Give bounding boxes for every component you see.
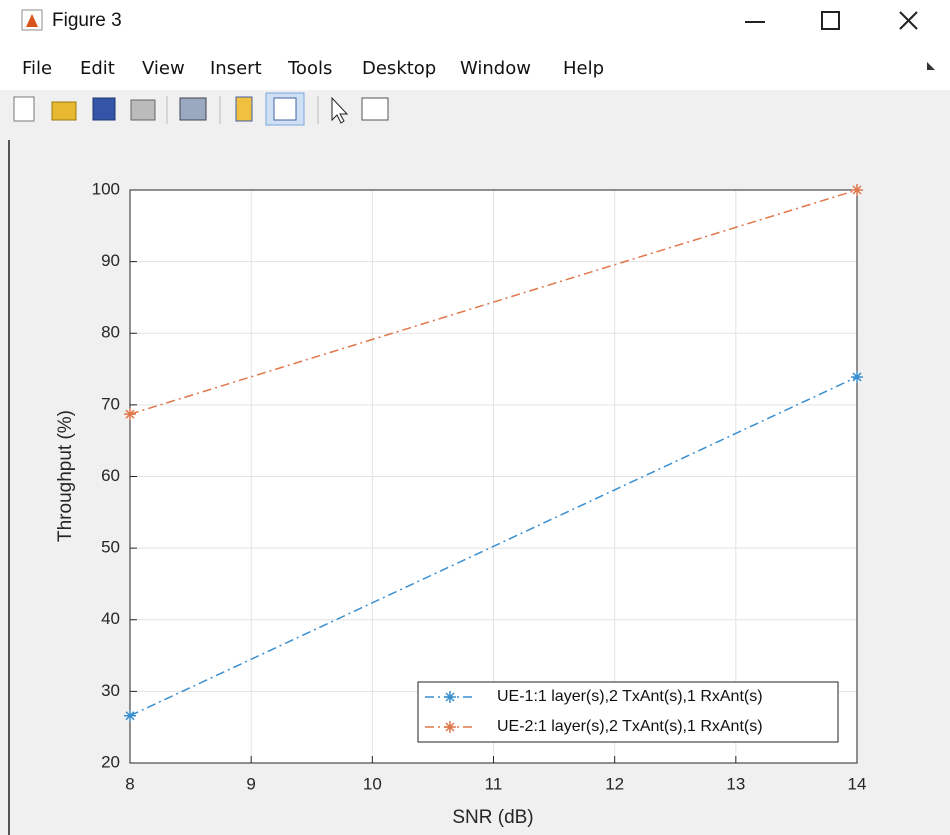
y-tick-label: 50 (101, 538, 120, 557)
print-icon[interactable] (130, 99, 156, 121)
close-button[interactable] (899, 11, 918, 30)
y-tick-label: 100 (92, 179, 120, 198)
y-tick-label: 60 (101, 466, 120, 485)
y-tick-label: 30 (101, 681, 120, 700)
window-title: Figure 3 (52, 10, 122, 31)
menu-item[interactable]: Edit (80, 58, 115, 79)
property-icon[interactable] (361, 97, 389, 121)
y-tick-label: 70 (101, 394, 120, 413)
colorbar-icon[interactable] (235, 96, 253, 122)
menu-item[interactable]: File (22, 58, 52, 79)
save-icon[interactable] (92, 97, 116, 121)
legend-marker (444, 721, 456, 733)
menu-bar (0, 50, 950, 90)
legend-marker (444, 691, 456, 703)
axes-box (129, 189, 858, 764)
y-tick-label: 20 (101, 752, 120, 771)
menu-arrow (927, 62, 935, 70)
y-tick-label: 80 (101, 323, 120, 342)
series-line (129, 189, 858, 415)
link-icon[interactable] (179, 97, 207, 121)
maximize-button[interactable] (821, 11, 840, 30)
marker (851, 370, 863, 383)
app-icon-glyph (26, 14, 38, 27)
open-icon[interactable] (51, 101, 77, 121)
x-tick-label: 8 (125, 774, 134, 793)
menu-item[interactable]: Tools (287, 58, 332, 79)
y-tick-label: 40 (101, 609, 120, 628)
legend-label: UE-1:1 layer(s),2 TxAnt(s),1 RxAnt(s) (497, 688, 763, 705)
x-tick-label: 13 (726, 774, 745, 793)
marker (851, 184, 863, 196)
series-line (129, 376, 858, 717)
y-axis-label: Throughput (%) (55, 410, 76, 542)
title-bar (0, 0, 950, 50)
x-tick-label: 11 (485, 774, 503, 793)
marker (124, 408, 136, 421)
legend-box (417, 681, 839, 743)
x-tick-label: 12 (605, 774, 624, 793)
menu-item[interactable]: View (142, 58, 185, 79)
y-tick-label: 90 (101, 251, 120, 270)
x-tick-label: 9 (246, 774, 255, 793)
menu-item[interactable]: Window (460, 58, 531, 79)
legend-label: UE-2:1 layer(s),2 TxAnt(s),1 RxAnt(s) (497, 718, 763, 735)
legend-icon[interactable] (273, 97, 297, 121)
marker (124, 709, 136, 722)
pointer-icon[interactable] (331, 96, 349, 124)
menu-item[interactable]: Desktop (362, 58, 436, 79)
menu-item[interactable]: Insert (210, 58, 262, 79)
new-icon[interactable] (13, 96, 35, 122)
x-tick-label: 14 (848, 774, 867, 793)
toolbar (13, 92, 389, 126)
menu-item[interactable]: Help (563, 58, 604, 79)
x-tick-label: 10 (363, 774, 382, 793)
x-axis-label: SNR (dB) (452, 807, 533, 828)
